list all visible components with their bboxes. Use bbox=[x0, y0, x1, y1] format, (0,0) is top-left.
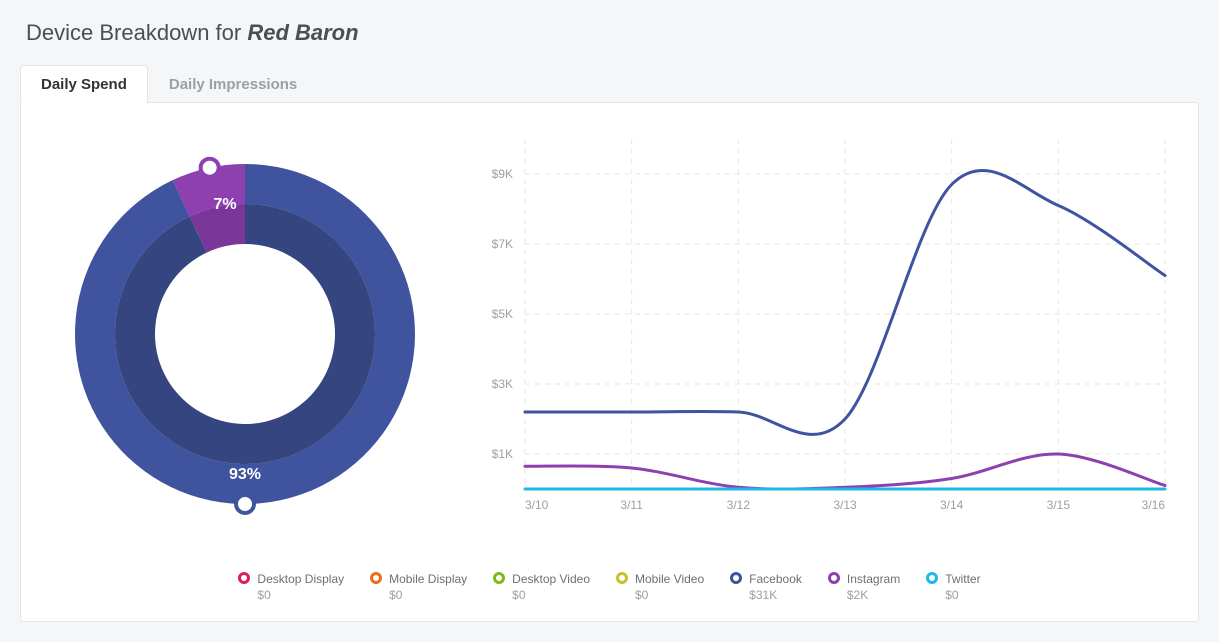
legend-dot-icon bbox=[238, 572, 250, 584]
x-axis-label: 3/13 bbox=[833, 498, 857, 512]
x-axis-label: 3/10 bbox=[525, 498, 549, 512]
legend-text: Desktop Display$0 bbox=[257, 571, 344, 603]
legend-name: Facebook bbox=[749, 571, 802, 587]
legend-item[interactable]: Desktop Video$0 bbox=[493, 571, 590, 603]
tab-daily-impressions[interactable]: Daily Impressions bbox=[148, 65, 318, 104]
donut-chart: 93% 7% bbox=[45, 129, 445, 549]
x-axis-label: 3/14 bbox=[940, 498, 964, 512]
legend-value: $0 bbox=[257, 587, 344, 603]
y-axis-label: $1K bbox=[492, 447, 513, 461]
legend-item[interactable]: Desktop Display$0 bbox=[238, 571, 344, 603]
legend-dot-icon bbox=[926, 572, 938, 584]
donut-marker-icon bbox=[201, 159, 219, 177]
legend-item[interactable]: Mobile Display$0 bbox=[370, 571, 467, 603]
legend-text: Desktop Video$0 bbox=[512, 571, 590, 603]
legend-text: Mobile Display$0 bbox=[389, 571, 467, 603]
legend-name: Twitter bbox=[945, 571, 980, 587]
y-axis-label: $9K bbox=[492, 167, 513, 181]
legend-name: Mobile Display bbox=[389, 571, 467, 587]
y-axis-label: $3K bbox=[492, 377, 513, 391]
legend-name: Desktop Video bbox=[512, 571, 590, 587]
campaign-name: Red Baron bbox=[247, 20, 358, 45]
legend-value: $0 bbox=[389, 587, 467, 603]
line-chart: 3/10 3/11 3/12 3/13 3/14 3/15 3/16 $1K $3K $5K $7K… bbox=[465, 129, 1175, 529]
legend-text: Facebook$31K bbox=[749, 571, 802, 603]
donut-slice-label: 7% bbox=[213, 196, 236, 213]
legend-name: Mobile Video bbox=[635, 571, 704, 587]
legend-item[interactable]: Mobile Video$0 bbox=[616, 571, 704, 603]
legend-value: $0 bbox=[635, 587, 704, 603]
legend-dot-icon bbox=[730, 572, 742, 584]
donut-slice-label: 93% bbox=[229, 466, 261, 483]
legend-text: Instagram$2K bbox=[847, 571, 900, 603]
legend-item[interactable]: Twitter$0 bbox=[926, 571, 980, 603]
title-prefix: Device Breakdown for bbox=[26, 20, 247, 45]
tabs: Daily Spend Daily Impressions bbox=[20, 64, 1199, 103]
y-axis-label: $7K bbox=[492, 237, 513, 251]
x-axis-label: 3/15 bbox=[1047, 498, 1071, 512]
legend-text: Twitter$0 bbox=[945, 571, 980, 603]
line-svg: 3/10 3/11 3/12 3/13 3/14 3/15 3/16 $1K $3K $5K $7K… bbox=[465, 129, 1175, 529]
legend-value: $31K bbox=[749, 587, 802, 603]
x-axis-label: 3/11 bbox=[620, 498, 643, 512]
panel: 93% 7% 3/10 3/11 3/12 3/13 3/14 3/15 3/16 $1K $3K… bbox=[20, 102, 1199, 622]
legend-name: Desktop Display bbox=[257, 571, 344, 587]
legend-item[interactable]: Facebook$31K bbox=[730, 571, 802, 603]
legend-dot-icon bbox=[828, 572, 840, 584]
legend-value: $2K bbox=[847, 587, 900, 603]
y-axis-label: $5K bbox=[492, 307, 513, 321]
legend-dot-icon bbox=[493, 572, 505, 584]
legend-dot-icon bbox=[616, 572, 628, 584]
legend-dot-icon bbox=[370, 572, 382, 584]
page-title: Device Breakdown for Red Baron bbox=[26, 20, 1199, 46]
donut-svg: 93% 7% bbox=[45, 129, 445, 549]
legend-value: $0 bbox=[512, 587, 590, 603]
x-axis-label: 3/12 bbox=[727, 498, 751, 512]
legend-text: Mobile Video$0 bbox=[635, 571, 704, 603]
charts-row: 93% 7% 3/10 3/11 3/12 3/13 3/14 3/15 3/16 $1K $3K… bbox=[45, 129, 1174, 549]
tab-daily-spend[interactable]: Daily Spend bbox=[20, 65, 148, 104]
donut-marker-icon bbox=[236, 495, 254, 513]
legend-value: $0 bbox=[945, 587, 980, 603]
legend-item[interactable]: Instagram$2K bbox=[828, 571, 900, 603]
x-axis-label: 3/16 bbox=[1142, 498, 1166, 512]
legend-name: Instagram bbox=[847, 571, 900, 587]
legend: Desktop Display$0Mobile Display$0Desktop… bbox=[45, 571, 1174, 603]
